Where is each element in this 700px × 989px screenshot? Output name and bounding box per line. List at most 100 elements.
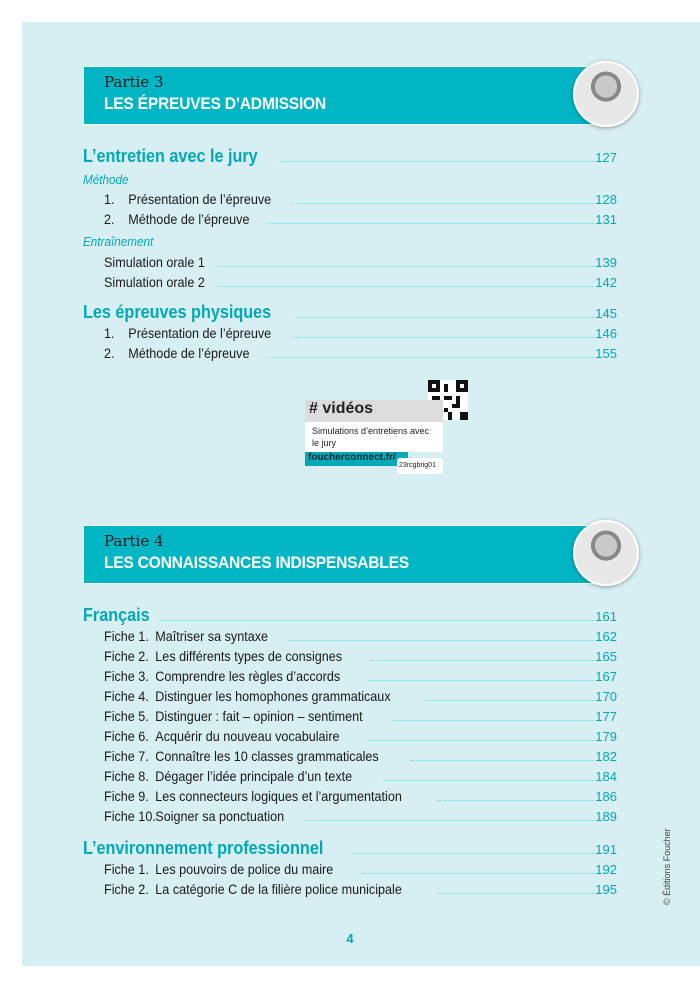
- entry-page: 186: [595, 789, 617, 804]
- video-heading: # vidéos: [305, 400, 443, 422]
- dot-leader: [411, 760, 594, 761]
- toc-entry[interactable]: Fiche 1. Les pouvoirs de police du maire 1…: [104, 861, 617, 877]
- dot-leader: [218, 286, 594, 287]
- entry-title: Les épreuves physiques: [83, 302, 272, 322]
- toc-entry[interactable]: Fiche 2. Les différents types de consigne…: [104, 648, 617, 664]
- entry-title: Méthode de l’épreuve: [128, 211, 250, 227]
- entry-number: Fiche 9.: [104, 788, 149, 804]
- entry-page: 142: [595, 275, 617, 290]
- entry-title: Distinguer : fait – opinion – sentiment: [155, 708, 363, 724]
- toc-entry[interactable]: 1. Présentation de l’épreuve 146: [104, 325, 617, 341]
- entry-title: Les connecteurs logiques et l’argumentat…: [155, 788, 402, 804]
- dot-leader: [370, 660, 594, 661]
- dot-leader: [306, 820, 594, 821]
- toc-entry[interactable]: Fiche 1. Maîtriser sa syntaxe 162: [104, 628, 617, 644]
- entry-title: Maîtriser sa syntaxe: [155, 628, 269, 644]
- part-title: LES CONNAISSANCES INDISPENSABLES: [104, 553, 409, 572]
- toc-entry[interactable]: Simulation orale 1 139: [104, 254, 617, 270]
- video-code: 23rcgbrig01: [397, 458, 443, 474]
- entry-page: 146: [595, 326, 617, 341]
- toc-section[interactable]: L’environnement professionnel 191: [83, 838, 617, 859]
- entry-page: 161: [595, 609, 617, 624]
- entry-title: Présentation de l’épreuve: [128, 325, 272, 341]
- dot-leader: [291, 337, 594, 338]
- entry-page: 182: [595, 749, 617, 764]
- copyright: © Éditions Foucher: [662, 828, 672, 905]
- entry-title: Dégager l’idée principale d’un texte: [155, 768, 353, 784]
- toc-entry[interactable]: 1. Présentation de l’épreuve 128: [104, 191, 617, 207]
- toc-entry[interactable]: Fiche 6. Acquérir du nouveau vocabulaire 1…: [104, 728, 617, 744]
- dot-leader: [294, 317, 594, 318]
- dot-leader: [159, 620, 594, 621]
- entry-title: La catégorie C de la filière police muni…: [155, 881, 402, 897]
- entry-title: L’environnement professionnel: [83, 838, 324, 858]
- entry-page: 127: [595, 150, 617, 165]
- entry-title: Acquérir du nouveau vocabulaire: [155, 728, 340, 744]
- toc-entry[interactable]: Fiche 3. Comprendre les règles d’accords 1…: [104, 668, 617, 684]
- dot-leader: [424, 700, 594, 701]
- entry-number: Fiche 2.: [104, 881, 149, 897]
- entry-title: Connaître les 10 classes grammaticales: [155, 748, 379, 764]
- part-3-banner: Partie 3 LES ÉPREUVES D’ADMISSION: [83, 66, 615, 125]
- part-label: Partie 3: [104, 73, 164, 91]
- entry-page: 165: [595, 649, 617, 664]
- toc-entry[interactable]: 2. Méthode de l’épreuve 131: [104, 211, 617, 227]
- entry-number: Fiche 2.: [104, 648, 149, 664]
- dot-leader: [367, 740, 594, 741]
- entry-page: 131: [595, 212, 617, 227]
- entry-title: Distinguer les homophones grammaticaux: [155, 688, 391, 704]
- entry-title: Comprendre les règles d’accords: [155, 668, 341, 684]
- entry-page: 191: [595, 842, 617, 857]
- entry-page: 184: [595, 769, 617, 784]
- dot-leader: [288, 640, 594, 641]
- entry-number: Fiche 8.: [104, 768, 149, 784]
- entry-number: Fiche 5.: [104, 708, 149, 724]
- entry-title: Simulation orale 2: [104, 274, 205, 290]
- dot-leader: [436, 893, 594, 894]
- entry-page: 162: [595, 629, 617, 644]
- part-4-banner: Partie 4 LES CONNAISSANCES INDISPENSABLE…: [83, 525, 615, 584]
- entry-number: 2.: [104, 345, 115, 361]
- toc-section[interactable]: Les épreuves physiques 145: [83, 302, 617, 323]
- entry-page: 167: [595, 669, 617, 684]
- entry-title: Les pouvoirs de police du maire: [155, 861, 334, 877]
- entry-number: 1.: [104, 191, 115, 207]
- toc-entry[interactable]: Fiche 10.Soigner sa ponctuation 189: [104, 808, 617, 824]
- toc-entry[interactable]: Fiche 7. Connaître les 10 classes grammat…: [104, 748, 617, 764]
- part-3-photo: [573, 61, 639, 127]
- dot-leader: [360, 873, 594, 874]
- entry-page: 179: [595, 729, 617, 744]
- toc-entry[interactable]: Fiche 8. Dégager l’idée principale d’un t…: [104, 768, 617, 784]
- entry-title: Les différents types de consignes: [155, 648, 343, 664]
- dot-leader: [218, 266, 594, 267]
- entry-number: Fiche 7.: [104, 748, 149, 764]
- entry-title: L’entretien avec le jury: [83, 146, 258, 166]
- video-link[interactable]: foucherconnect.fr/: [305, 452, 408, 466]
- entry-number: 2.: [104, 211, 115, 227]
- dot-leader: [291, 203, 594, 204]
- part-title: LES ÉPREUVES D’ADMISSION: [104, 94, 326, 113]
- toc-section[interactable]: L’entretien avec le jury 127: [83, 146, 617, 167]
- entry-page: 145: [595, 306, 617, 321]
- toc-entry[interactable]: 2. Méthode de l’épreuve 155: [104, 345, 617, 361]
- toc-subheading: Méthode: [83, 172, 617, 187]
- toc-entry[interactable]: Fiche 5. Distinguer : fait – opinion – se…: [104, 708, 617, 724]
- entry-number: Fiche 10.: [104, 808, 156, 824]
- toc-entry[interactable]: Fiche 4. Distinguer les homophones gramma…: [104, 688, 617, 704]
- entry-title: Méthode: [83, 172, 129, 187]
- entry-number: 1.: [104, 325, 115, 341]
- toc-entry[interactable]: Simulation orale 2 142: [104, 274, 617, 290]
- dot-leader: [436, 800, 594, 801]
- entry-title: Français: [83, 605, 150, 625]
- part-label: Partie 4: [104, 532, 164, 550]
- entry-page: 170: [595, 689, 617, 704]
- dot-leader: [368, 680, 594, 681]
- page-panel: [22, 22, 700, 966]
- entry-title: Méthode de l’épreuve: [128, 345, 250, 361]
- toc-entry[interactable]: Fiche 9. Les connecteurs logiques et l’ar…: [104, 788, 617, 804]
- entry-number: Fiche 3.: [104, 668, 149, 684]
- video-callout[interactable]: # vidéos Simulations d’entretiens avec l…: [305, 400, 445, 475]
- toc-section[interactable]: Français 161: [83, 605, 617, 626]
- entry-page: 189: [595, 809, 617, 824]
- toc-entry[interactable]: Fiche 2. La catégorie C de la filière pol…: [104, 881, 617, 897]
